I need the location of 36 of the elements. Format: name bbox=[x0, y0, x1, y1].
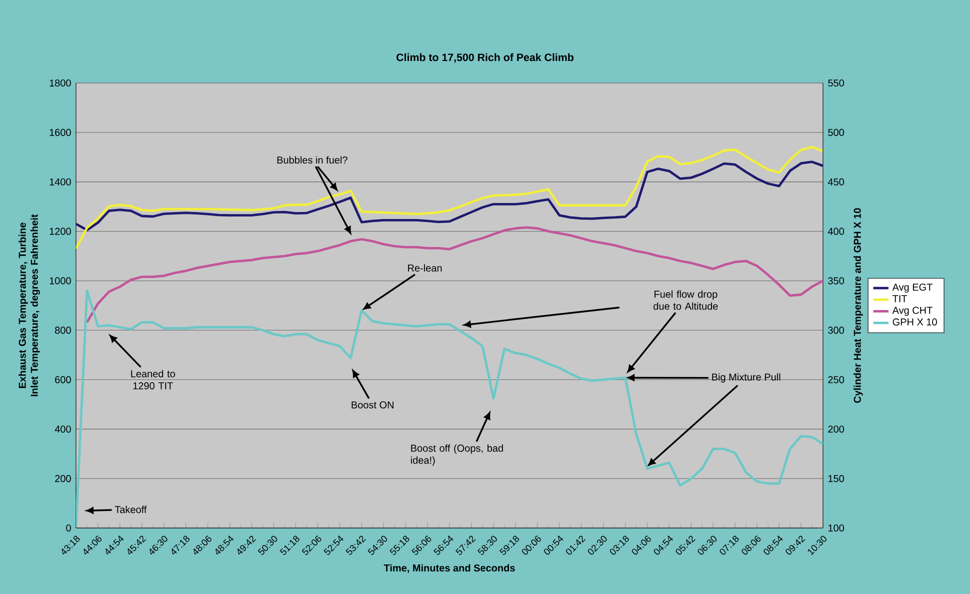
y2-tick-label: 350 bbox=[828, 277, 844, 284]
legend-label: Avg CHT bbox=[892, 306, 932, 316]
x-axis-title: Time, Minutes and Seconds bbox=[384, 564, 515, 573]
y2-tick-label: 450 bbox=[828, 178, 844, 186]
y2-tick-label: 400 bbox=[828, 228, 844, 235]
annotation: Big Mixture Pull bbox=[712, 373, 780, 383]
legend-label: TIT bbox=[892, 295, 908, 302]
annotation: Bubbles in fuel? bbox=[277, 156, 348, 164]
y2-tick-label: 500 bbox=[828, 128, 844, 136]
legend-label: Avg EGT bbox=[892, 284, 932, 293]
y2-tick-label: 150 bbox=[828, 475, 844, 482]
y2-tick-label: 200 bbox=[828, 426, 844, 433]
y-tick-label: 1800 bbox=[50, 79, 71, 87]
annotation: Takeoff bbox=[114, 506, 147, 514]
y2-tick-label: 250 bbox=[828, 376, 844, 384]
y-tick-label: 1600 bbox=[50, 128, 71, 136]
chart-title: Climb to 17,500 Rich of Peak Climb bbox=[396, 53, 574, 63]
y2-tick-label: 550 bbox=[828, 79, 844, 87]
y-axis-title: Exhaust Gas Temperature, Turbine Inlet Temperature, degrees Fahrenheit bbox=[18, 214, 40, 396]
y-tick-label: 1000 bbox=[50, 277, 71, 284]
annotation: Fuel flow drop due to Altitude bbox=[654, 290, 718, 310]
annotation: Boost off (Oops, bad idea!) bbox=[411, 444, 503, 466]
y2-tick-label: 100 bbox=[828, 524, 844, 532]
y-tick-label: 800 bbox=[55, 326, 71, 334]
annotation: Leaned to 1290 TIT bbox=[131, 370, 175, 390]
y-tick-label: 1400 bbox=[50, 178, 71, 186]
y-tick-label: 1200 bbox=[50, 228, 71, 235]
y-tick-label: 600 bbox=[55, 376, 71, 384]
legend-label: GPH X 10 bbox=[892, 318, 937, 326]
y-tick-label: 200 bbox=[55, 475, 71, 482]
annotation: Re-lean bbox=[408, 264, 442, 272]
y2-tick-label: 300 bbox=[828, 326, 844, 334]
y-tick-label: 400 bbox=[54, 426, 71, 433]
annotation: Boost ON bbox=[352, 401, 394, 408]
y-tick-label: 0 bbox=[66, 524, 71, 532]
y2-axis-title: Cylinder Heat Temperature and GPH X 10 bbox=[854, 208, 863, 403]
